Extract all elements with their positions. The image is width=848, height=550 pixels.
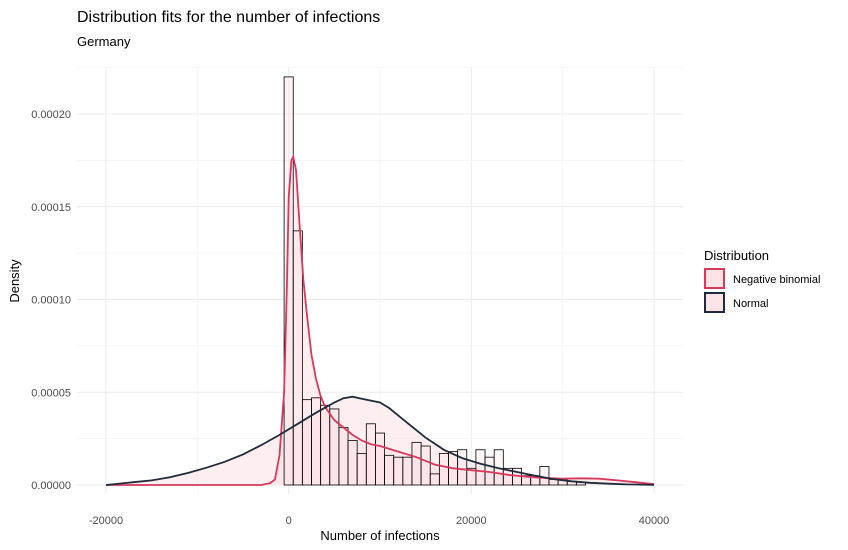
histogram-bar	[402, 456, 413, 486]
histogram-bars	[283, 76, 586, 486]
chart-title: Distribution fits for the number of infe…	[77, 9, 380, 26]
histogram-bar	[301, 399, 312, 486]
histogram-bar	[365, 423, 376, 486]
x-tick-label: 20000	[456, 515, 487, 527]
histogram-bar	[292, 230, 303, 486]
legend-title: Distribution	[704, 248, 769, 263]
density-line-negative-binomial	[106, 153, 655, 486]
y-tick-label: 0.00010	[31, 295, 71, 307]
grid-lines	[77, 67, 683, 494]
histogram-bar	[384, 454, 395, 486]
y-tick-label: 0.00000	[31, 480, 71, 492]
legend: Distribution Negative binomial Normal	[704, 248, 820, 313]
histogram-bar	[283, 76, 294, 486]
histogram-bar	[539, 466, 550, 486]
y-tick-label: 0.00015	[31, 202, 71, 214]
histogram-bar	[347, 440, 358, 486]
legend-key-negative-binomial	[704, 268, 725, 289]
histogram-bar	[393, 456, 404, 486]
density-line-normal	[105, 395, 655, 486]
x-axis-title: Number of infections	[320, 528, 440, 543]
histogram-bar	[457, 449, 468, 486]
y-tick-label: 0.00020	[31, 109, 71, 121]
axis-ticks: -20000 0 20000 40000 0.00000 0.00005 0.00010 0.…	[31, 109, 669, 527]
legend-label-negative-binomial: Negative binomial	[733, 274, 820, 286]
x-tick-label: 0	[286, 515, 292, 527]
legend-key-normal	[704, 292, 725, 313]
histogram-bar	[438, 453, 449, 486]
density-area-normal	[106, 396, 654, 485]
histogram-bar	[338, 427, 349, 486]
x-tick-label: -20000	[89, 515, 123, 527]
x-tick-label: 40000	[639, 515, 670, 527]
legend-label-normal: Normal	[733, 298, 768, 310]
density-areas	[106, 156, 654, 485]
histogram-bar	[420, 445, 431, 486]
histogram-bar	[375, 432, 385, 486]
histogram-bar	[320, 404, 331, 486]
chart-subtitle: Germany	[77, 34, 131, 49]
y-tick-label: 0.00005	[31, 387, 71, 399]
density-lines	[105, 153, 655, 486]
histogram-bar	[475, 449, 486, 486]
y-axis-title: Density	[7, 259, 22, 303]
histogram-bar	[429, 473, 440, 486]
histogram-bar	[356, 453, 367, 486]
histogram-bar	[411, 441, 422, 486]
